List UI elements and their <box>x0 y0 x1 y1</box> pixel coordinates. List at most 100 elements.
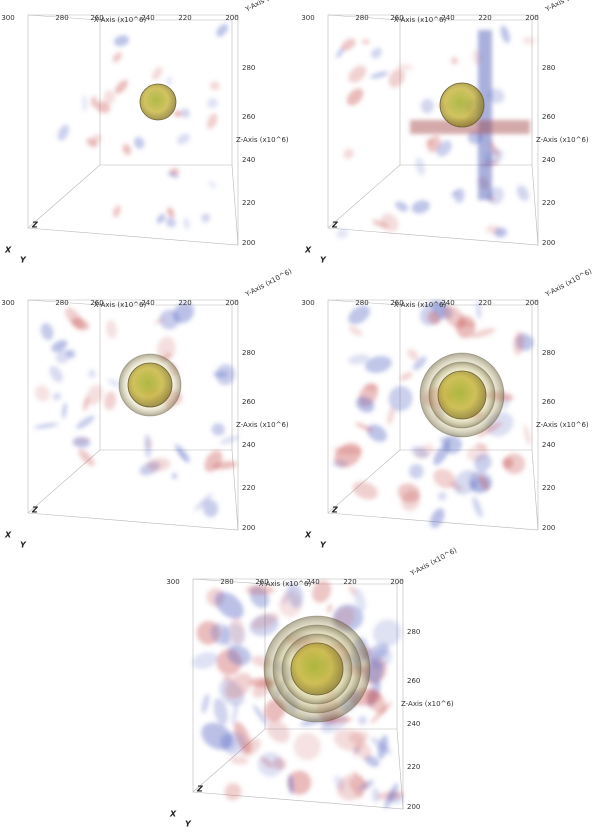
z-tick-label: 280 <box>242 349 255 357</box>
x-tick-label: 260 <box>390 299 403 307</box>
negative-region <box>201 693 210 714</box>
negative-region <box>370 71 389 79</box>
negative-region <box>192 652 219 669</box>
axis-letter: Z <box>31 506 38 515</box>
x-tick-label: 200 <box>525 14 538 22</box>
y-axis-title: Y-Axis (x10^6) <box>543 267 593 299</box>
z-tick-label: 260 <box>242 398 255 406</box>
z-tick-label: 220 <box>542 199 555 207</box>
negative-region <box>353 587 366 612</box>
positive-region <box>90 96 98 108</box>
sphere-core <box>127 362 173 408</box>
x-tick-label: 260 <box>390 14 403 22</box>
cube-edge <box>531 299 539 306</box>
negative-region <box>207 98 218 109</box>
x-tick-label: 220 <box>178 299 191 307</box>
z-tick-label: 280 <box>542 64 555 72</box>
z-tick-label: 200 <box>407 803 420 811</box>
positive-region <box>332 446 363 455</box>
negative-region <box>107 378 121 388</box>
negative-region <box>227 645 251 666</box>
negative-region <box>358 715 367 725</box>
x-tick-label: 260 <box>90 299 103 307</box>
positive-region <box>397 64 414 71</box>
negative-region <box>366 661 384 684</box>
negative-region <box>500 25 510 44</box>
x-tick-label: 200 <box>390 578 403 586</box>
negative-region <box>371 787 380 803</box>
positive-region <box>156 336 176 362</box>
negative-region <box>40 323 54 341</box>
y-axis-title: Y-Axis (x10^6) <box>408 546 458 578</box>
z-tick-label: 260 <box>542 398 555 406</box>
negative-region <box>220 623 246 649</box>
positive-region <box>478 474 490 491</box>
negative-region <box>469 479 476 491</box>
positive-region <box>399 372 413 381</box>
positive-region <box>145 438 152 448</box>
positive-region <box>86 384 103 406</box>
negative-region <box>55 349 70 364</box>
isosurfaces <box>336 25 536 239</box>
negative-region <box>494 227 508 238</box>
negative-region <box>213 698 228 726</box>
x-tick-label: 300 <box>301 299 314 307</box>
positive-region <box>333 729 366 752</box>
z-axis-title: Z-Axis (x10^6) <box>236 136 289 144</box>
x-axis-title: X-Axis (x10^6) <box>94 301 147 309</box>
negative-region <box>156 213 166 224</box>
positive-region <box>112 52 122 63</box>
positive-region <box>348 585 357 595</box>
sphere-core <box>290 642 344 696</box>
positive-region <box>287 770 312 795</box>
negative-region <box>395 201 409 212</box>
negative-region <box>348 305 371 325</box>
positive-region <box>103 90 116 105</box>
negative-region <box>49 366 63 383</box>
z-tick-label: 220 <box>242 484 255 492</box>
z-tick-label: 220 <box>242 199 255 207</box>
positive-region <box>352 771 369 790</box>
negative-region <box>487 88 505 104</box>
positive-region <box>95 101 111 114</box>
positive-region <box>334 443 362 468</box>
positive-region <box>381 213 399 232</box>
negative-region <box>437 491 447 501</box>
axis-letter: Y <box>20 541 27 550</box>
negative-region <box>412 356 427 371</box>
negative-region <box>288 774 294 795</box>
x-tick-label: 240 <box>141 14 154 22</box>
negative-region <box>377 734 389 760</box>
x-tick-label: 280 <box>355 299 368 307</box>
cube-edge <box>327 164 401 229</box>
positive-region <box>241 738 261 757</box>
negative-region <box>214 591 244 619</box>
positive-region <box>225 672 253 699</box>
negative-region <box>253 704 268 726</box>
cube-edge <box>531 164 539 246</box>
negative-region <box>364 643 389 663</box>
x-tick-label: 260 <box>90 14 103 22</box>
z-tick-label: 280 <box>407 628 420 636</box>
negative-region <box>436 140 452 157</box>
negative-region <box>208 181 217 189</box>
negative-region <box>348 354 370 365</box>
positive-region <box>523 424 531 446</box>
positive-region <box>222 676 232 681</box>
z-tick-label: 240 <box>242 441 255 449</box>
negative-region <box>451 189 459 198</box>
sphere-core <box>437 370 487 420</box>
negative-region <box>411 446 429 459</box>
positive-region <box>361 39 370 45</box>
negative-region <box>474 453 492 472</box>
z-axis-title: Z-Axis (x10^6) <box>236 421 289 429</box>
negative-region <box>133 137 145 149</box>
positive-region <box>146 457 171 472</box>
positive-region <box>348 65 367 83</box>
cube-edge <box>327 449 401 514</box>
positive-region <box>352 481 378 500</box>
negative-region <box>430 508 445 528</box>
positive-region <box>154 317 165 325</box>
axis-letter: X <box>304 246 312 255</box>
